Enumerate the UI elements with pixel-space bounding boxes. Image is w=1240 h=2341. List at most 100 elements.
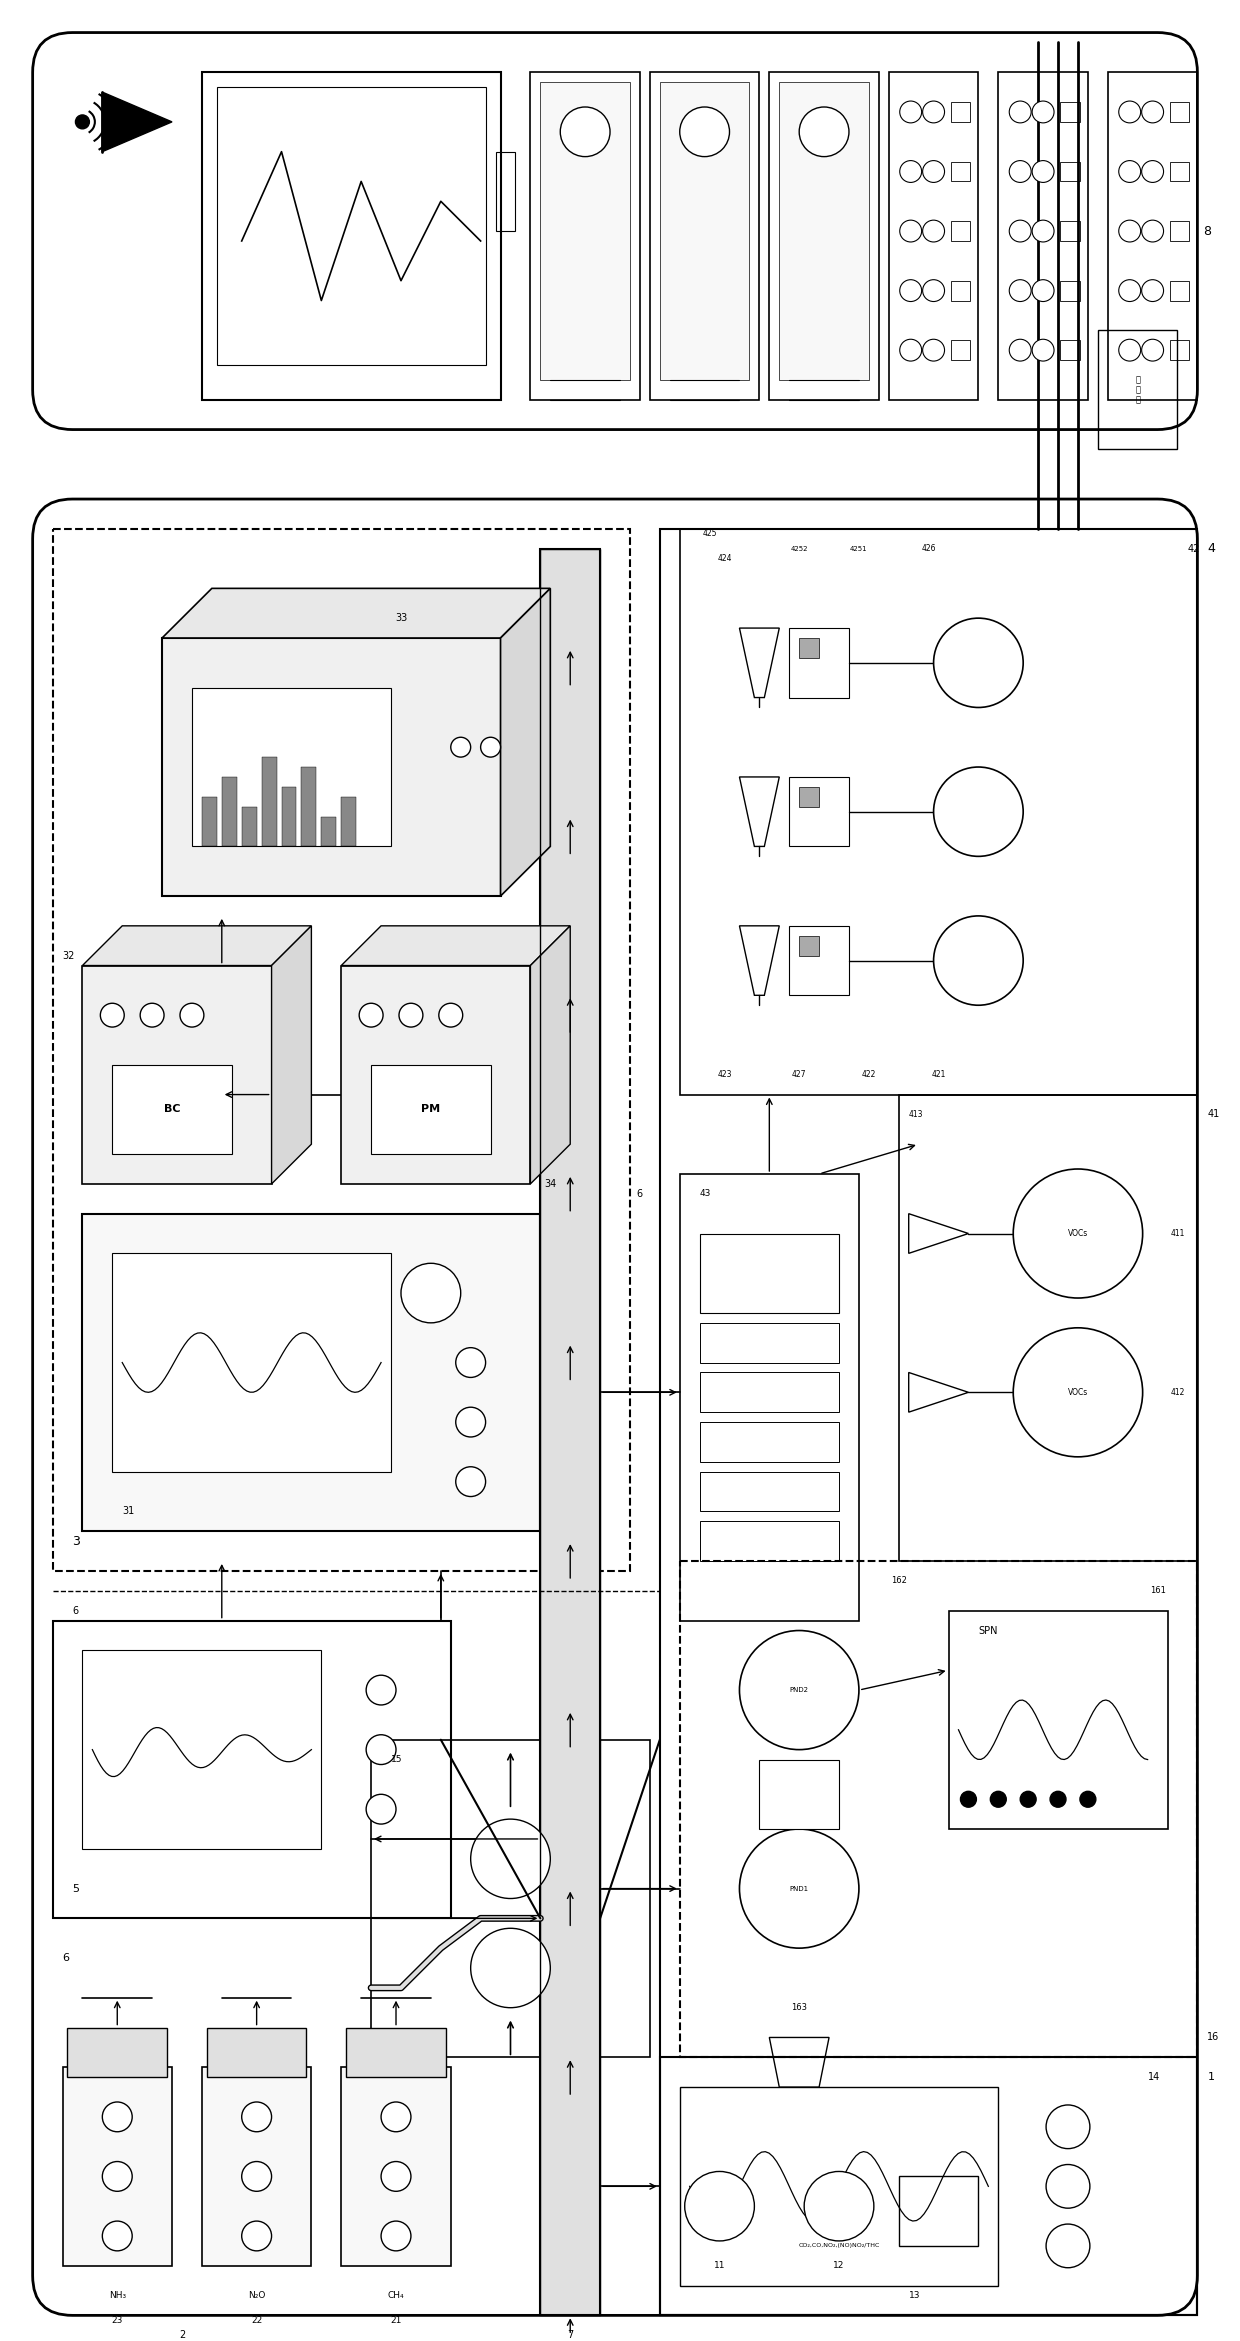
Circle shape [456,1407,486,1437]
Bar [541,548,600,2315]
Circle shape [1009,101,1032,122]
Circle shape [1009,279,1032,302]
Bar [496,152,516,232]
Text: 14: 14 [1148,2072,1159,2081]
Bar [699,1234,839,1313]
Text: 423: 423 [717,1070,732,1079]
Bar [113,1065,232,1154]
Bar [650,73,759,400]
Circle shape [103,2161,133,2191]
Circle shape [381,2161,410,2191]
Circle shape [1009,339,1032,361]
Text: 42: 42 [1188,543,1200,555]
Text: 41: 41 [1208,1110,1220,1119]
Text: NH₃: NH₃ [109,2292,125,2299]
Circle shape [739,1828,859,1948]
Bar [207,2027,306,2076]
Bar [541,548,600,2315]
Circle shape [900,162,921,183]
Circle shape [360,1004,383,1028]
Text: 7: 7 [567,2329,573,2341]
Circle shape [680,108,729,157]
Bar [1169,281,1189,300]
Text: 12: 12 [833,2261,844,2271]
Bar [889,73,978,400]
Text: BC: BC [164,1105,180,1114]
Text: 6: 6 [637,1189,644,1199]
Text: VOCs: VOCs [1068,1229,1087,1238]
Bar [1169,220,1189,241]
Circle shape [1021,1791,1037,1807]
Text: 23: 23 [112,2315,123,2325]
Text: 32: 32 [62,950,74,960]
Circle shape [381,2222,410,2250]
Bar [789,627,849,698]
Text: 424: 424 [717,555,732,564]
Text: 422: 422 [862,1070,877,1079]
Bar [1060,162,1080,183]
Circle shape [180,1004,203,1028]
Bar [789,777,849,847]
Polygon shape [272,925,311,1185]
Circle shape [481,737,501,756]
Text: 8: 8 [1203,225,1211,236]
Circle shape [1118,339,1141,361]
Circle shape [1013,1168,1142,1297]
Circle shape [242,2161,272,2191]
Polygon shape [501,588,551,897]
Circle shape [900,101,921,122]
Text: CH₄: CH₄ [388,2292,404,2299]
Circle shape [1047,2105,1090,2149]
Circle shape [399,1004,423,1028]
Text: VOCs: VOCs [1068,1388,1087,1398]
Circle shape [366,1793,396,1824]
Bar [949,1611,1168,1828]
Bar [759,1760,839,1828]
Circle shape [923,220,945,241]
Bar [1169,162,1189,183]
Text: 6: 6 [72,1606,78,1615]
Text: 22: 22 [250,2315,263,2325]
Circle shape [1118,162,1141,183]
Text: 426: 426 [921,543,936,552]
Bar [52,1620,451,1917]
Circle shape [471,1819,551,1899]
Text: 16: 16 [1208,2032,1220,2041]
Circle shape [242,2102,272,2133]
Text: 13: 13 [909,2292,920,2299]
Circle shape [76,115,89,129]
Circle shape [900,220,921,241]
Circle shape [1118,101,1141,122]
Bar [202,2067,311,2266]
Bar [779,82,869,379]
Text: 1: 1 [1208,2072,1214,2081]
Circle shape [739,1632,859,1749]
Bar [341,2067,451,2266]
Text: PND2: PND2 [790,1688,808,1693]
Text: 421: 421 [931,1070,946,1079]
Bar [1107,73,1198,400]
Circle shape [1047,2224,1090,2268]
Bar [341,796,356,847]
Circle shape [140,1004,164,1028]
Circle shape [1118,220,1141,241]
Circle shape [805,2172,874,2240]
Circle shape [1032,162,1054,183]
Bar [951,339,971,361]
Text: 31: 31 [123,1505,134,1517]
Text: PND1: PND1 [790,1885,808,1892]
Circle shape [381,2102,410,2133]
Bar [62,2067,172,2266]
Circle shape [923,162,945,183]
Bar [1060,103,1080,122]
Bar [281,787,296,847]
Text: CO₂,CO,NO₂,(NO)NO₂/THC: CO₂,CO,NO₂,(NO)NO₂/THC [799,2243,879,2247]
Circle shape [934,768,1023,857]
Bar [202,796,217,847]
Bar [217,87,486,365]
Bar [113,1252,391,1472]
Bar [222,777,237,847]
Circle shape [471,1929,551,2009]
Circle shape [961,1791,976,1807]
Text: PM: PM [422,1105,440,1114]
